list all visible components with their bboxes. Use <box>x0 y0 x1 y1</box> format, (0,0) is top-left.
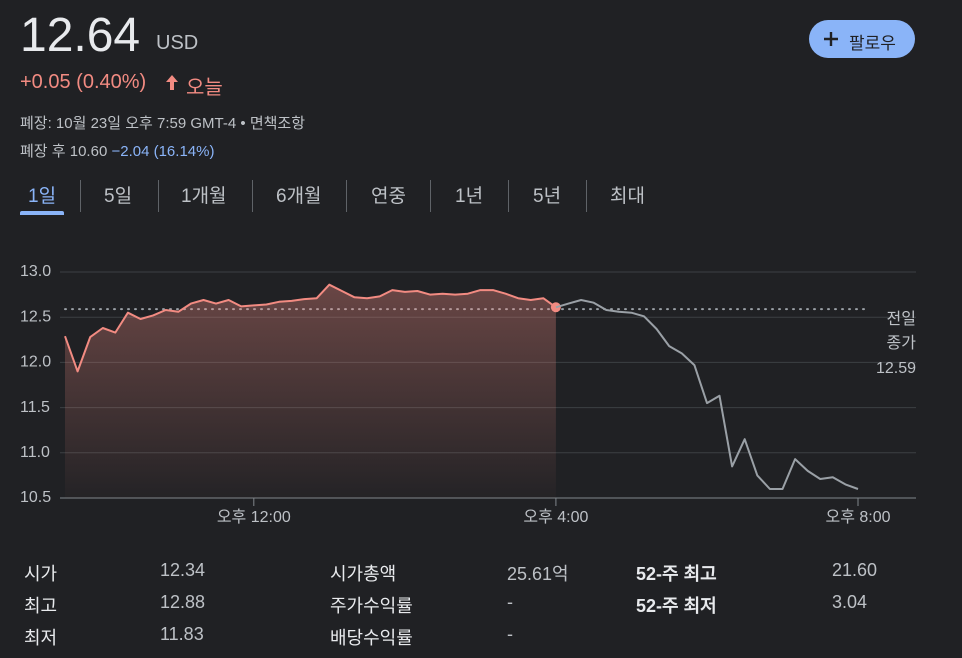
previous-close-label: 종가 <box>887 334 917 352</box>
stat-value: 25.61억 <box>507 564 569 584</box>
after-hours-price: 10.60 <box>69 143 108 160</box>
range-tab[interactable]: 1년 <box>455 186 484 207</box>
stat-label: 시가총액 <box>330 564 397 584</box>
previous-close-label: 전일 <box>887 310 916 328</box>
follow-button[interactable]: 팔로우 <box>809 20 915 58</box>
stat-label: 최저 <box>24 628 58 648</box>
y-tick-label: 12.5 <box>20 308 51 325</box>
range-tab[interactable]: 연중 <box>371 186 406 207</box>
stat-label: 주가수익률 <box>330 596 413 616</box>
y-tick-label: 13.0 <box>20 263 51 280</box>
active-tab-indicator <box>20 211 64 215</box>
stat-value: 12.34 <box>160 560 206 580</box>
previous-close-value: 12.59 <box>876 360 916 377</box>
tab-separator <box>430 180 431 212</box>
price: 12.64 <box>20 9 141 62</box>
disclaimer-link[interactable]: 면책조항 <box>249 115 306 132</box>
tab-separator <box>252 180 253 212</box>
range-tab[interactable]: 1개월 <box>181 186 227 207</box>
tab-separator <box>80 180 81 212</box>
stat-value: - <box>507 592 513 612</box>
x-tick-label: 오후 12:00 <box>217 508 291 526</box>
tab-separator <box>158 180 159 212</box>
chart: 10.5 11.0 11.5 12.0 12.5 13.0 오후 12:00 오후 4:00 오… <box>20 263 917 526</box>
x-tick-label: 오후 8:00 <box>825 508 890 526</box>
tab-separator <box>346 180 347 212</box>
tab-separator <box>508 180 509 212</box>
y-tick-label: 10.5 <box>20 489 51 506</box>
stat-value: 11.83 <box>160 624 204 644</box>
stat-label: 52-주 최고 <box>636 564 717 584</box>
stat-label: 최고 <box>24 596 58 616</box>
x-tick-label: 오후 4:00 <box>523 508 588 526</box>
y-tick-label: 11.5 <box>20 399 50 416</box>
currency: USD <box>156 32 199 54</box>
stat-value: 3.04 <box>832 592 868 612</box>
after-hours: 폐장 후 10.60 −2.04 (16.14%) <box>20 140 214 161</box>
price-line <box>64 283 557 373</box>
price-line <box>555 299 859 490</box>
area <box>65 284 556 498</box>
stat-value: 21.60 <box>832 560 878 580</box>
range-tab[interactable]: 5년 <box>533 186 562 207</box>
range-tab[interactable]: 5일 <box>104 186 133 207</box>
plus-icon <box>824 32 838 46</box>
closed-time: 폐장: 10월 23일 오후 7:59 GMT-4 <box>20 115 237 132</box>
range-tab[interactable]: 6개월 <box>276 186 322 207</box>
stat-label: 배당수익률 <box>330 628 413 648</box>
up-arrow <box>166 75 178 90</box>
after-hours-label: 폐장 후 <box>20 143 66 160</box>
follow-label: 팔로우 <box>849 34 896 53</box>
stat-value: - <box>507 624 513 644</box>
stat-value: 12.88 <box>160 592 206 612</box>
stat-label: 시가 <box>24 564 58 584</box>
closed-note: 폐장: 10월 23일 오후 7:59 GMT-4 • 면책조항 <box>20 115 306 132</box>
y-tick-label: 11.0 <box>20 444 50 461</box>
tab-separator <box>586 180 587 212</box>
change: +0.05 (0.40%) <box>20 71 147 93</box>
change-period: 오늘 <box>186 77 223 99</box>
range-tab[interactable]: 1일 <box>28 186 57 207</box>
y-tick-label: 12.0 <box>20 354 51 371</box>
range-tab[interactable]: 최대 <box>610 186 645 207</box>
after-hours-change: −2.04 (16.14%) <box>111 143 215 160</box>
stat-label: 52-주 최저 <box>636 596 717 616</box>
